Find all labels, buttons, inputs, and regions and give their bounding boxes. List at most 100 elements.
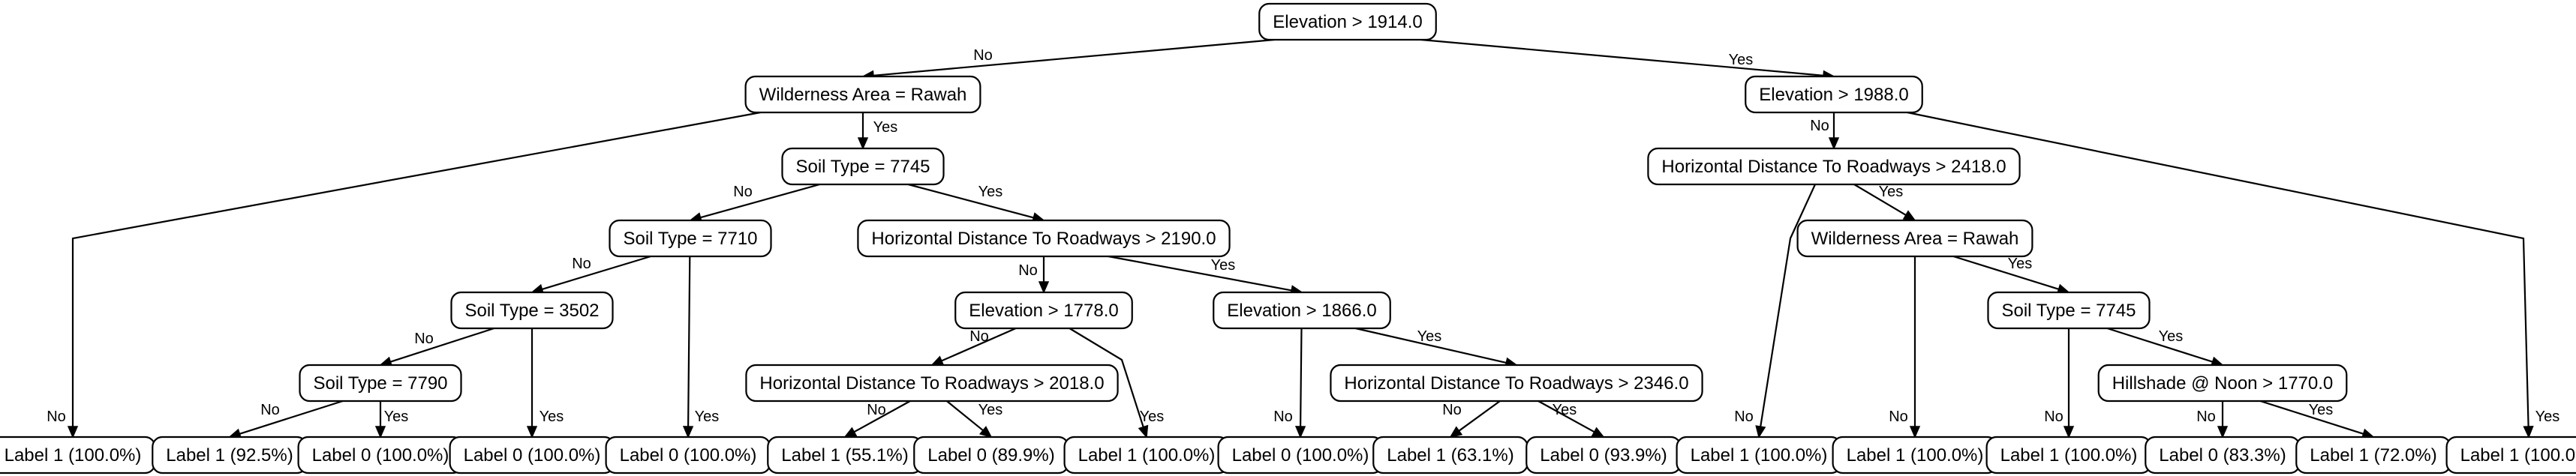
node-label: Horizontal Distance To Roadways > 2190.0	[871, 229, 1216, 249]
node-label: Label 1 (72.0%)	[2310, 445, 2436, 466]
node-label: Elevation > 1866.0	[1227, 301, 1377, 321]
edge-yes: Yes	[1108, 255, 1303, 296]
edge-label: No	[414, 331, 434, 347]
arrowhead-icon	[978, 426, 993, 439]
arrowhead-icon	[682, 426, 694, 439]
node-label: Label 1 (63.1%)	[1387, 445, 1513, 466]
edge-line	[1537, 400, 1595, 433]
edge-label: Yes	[1140, 409, 1165, 425]
node-box	[1647, 147, 2021, 186]
node-label: Soil Type = 7710	[623, 229, 757, 249]
edge-yes: Yes	[1952, 255, 2070, 295]
arrowhead-icon	[1909, 426, 1921, 439]
node-label: Elevation > 1988.0	[1759, 85, 1909, 105]
node-box	[1796, 219, 2033, 258]
node-label: Soil Type = 3502	[464, 301, 599, 321]
leaf-node: Label 0 (93.9%)	[1525, 436, 1682, 475]
edge-line	[908, 183, 1034, 219]
leaf-node: Label 0 (89.9%)	[913, 436, 1069, 475]
node-label: Soil Type = 7790	[313, 373, 447, 394]
edge-no: No	[1018, 256, 1050, 294]
edge-label: Yes	[2008, 256, 2033, 272]
edge-label: Yes	[1879, 184, 1904, 200]
edge-label: Yes	[384, 409, 409, 425]
edge-label: No	[2196, 409, 2216, 425]
leaf-node: Label 0 (100.0%)	[297, 436, 464, 475]
node-label: Label 1 (100.0%)	[1078, 445, 1216, 466]
edge-no: No	[1810, 112, 1840, 150]
node-box	[299, 364, 462, 403]
decision-node: Wilderness Area = Rawah	[744, 75, 981, 114]
edge-yes: Yes	[2106, 327, 2224, 367]
arrowhead-icon	[2063, 426, 2075, 439]
edge-line	[700, 183, 820, 219]
decision-node: Soil Type = 7710	[609, 219, 772, 258]
node-label: Label 0 (100.0%)	[312, 445, 449, 466]
edge-line	[1069, 328, 1144, 428]
edges-layer: No Yes No Yes No Yes No Yes No Yes No Yes No Yes No Yes…	[47, 38, 2559, 439]
arrowhead-icon	[374, 426, 386, 439]
edge-line	[946, 400, 984, 432]
edge-line	[1952, 255, 2059, 290]
edge-label: Yes	[1729, 52, 1754, 68]
node-label: Horizontal Distance To Roadways > 2418.0	[1661, 157, 2006, 177]
leaf-node: Label 1 (100.0%)	[1985, 436, 2152, 475]
node-box	[2445, 436, 2576, 475]
edge-line	[1355, 327, 1507, 364]
edge-line	[2106, 327, 2214, 363]
edge-label: No	[733, 184, 753, 200]
node-label: Label 1 (100.0%)	[5, 445, 142, 466]
edge-yes: Yes	[2259, 400, 2375, 439]
edge-label: No	[1018, 262, 1038, 279]
edge-line	[1907, 111, 2529, 427]
edge-no: No	[689, 183, 820, 223]
edge-label: No	[1442, 402, 1462, 418]
node-box	[744, 75, 981, 114]
edge-label: No	[1889, 409, 1908, 425]
edge-no: No	[843, 400, 911, 438]
node-label: Hillshade @ Noon > 1770.0	[2112, 373, 2334, 394]
decision-node: Soil Type = 7790	[299, 364, 462, 403]
edge-label: No	[572, 256, 591, 272]
node-label: Label 1 (92.5%)	[166, 445, 293, 466]
node-box	[1258, 2, 1437, 41]
edge-line	[941, 327, 1017, 362]
edge-yes: Yes	[1420, 38, 1835, 81]
node-label: Label 1 (100.0%)	[2000, 445, 2138, 466]
edge-label: No	[973, 47, 993, 64]
decision-node: Horizontal Distance To Roadways > 2418.0	[1647, 147, 2021, 186]
edge-line	[873, 38, 1275, 76]
node-label: Wilderness Area = Rawah	[1811, 229, 2019, 249]
node-label: Label 0 (100.0%)	[464, 445, 601, 466]
edge-yes: Yes	[1907, 111, 2559, 439]
edge-label: Yes	[978, 402, 1003, 418]
edge-yes: Yes	[1069, 328, 1165, 439]
node-box	[450, 291, 614, 330]
arrowhead-icon	[857, 137, 869, 150]
leaf-node: Label 0 (100.0%)	[1217, 436, 1384, 475]
decision-node: Elevation > 1988.0	[1745, 75, 1923, 114]
edge-no: No	[1889, 256, 1921, 439]
node-label: Soil Type = 7745	[795, 157, 930, 177]
arrowhead-icon	[1449, 426, 1463, 439]
arrowhead-icon	[1138, 424, 1149, 439]
node-box	[745, 364, 1119, 403]
edge-yes: Yes	[946, 400, 1003, 439]
edge-line	[1458, 400, 1501, 432]
leaf-node: Label 1 (100.0%)	[2445, 436, 2576, 475]
decision-node: Elevation > 1914.0	[1258, 2, 1437, 41]
node-label: Horizontal Distance To Roadways > 2018.0	[759, 373, 1104, 394]
arrowhead-icon	[1828, 137, 1840, 150]
decision-node: Horizontal Distance To Roadways > 2190.0	[857, 219, 1231, 258]
edge-label: Yes	[873, 119, 898, 136]
node-label: Soil Type = 7745	[2001, 301, 2136, 321]
node-label: Label 0 (83.3%)	[2159, 445, 2286, 466]
decision-node: Elevation > 1866.0	[1213, 291, 1391, 330]
edge-label: No	[1273, 409, 1293, 425]
leaf-node: Label 0 (83.3%)	[2145, 436, 2301, 475]
edge-yes: Yes	[1537, 400, 1605, 438]
arrowhead-icon	[1294, 426, 1306, 439]
decision-node: Horizontal Distance To Roadways > 2346.0	[1330, 364, 1703, 403]
edge-line	[687, 256, 691, 427]
